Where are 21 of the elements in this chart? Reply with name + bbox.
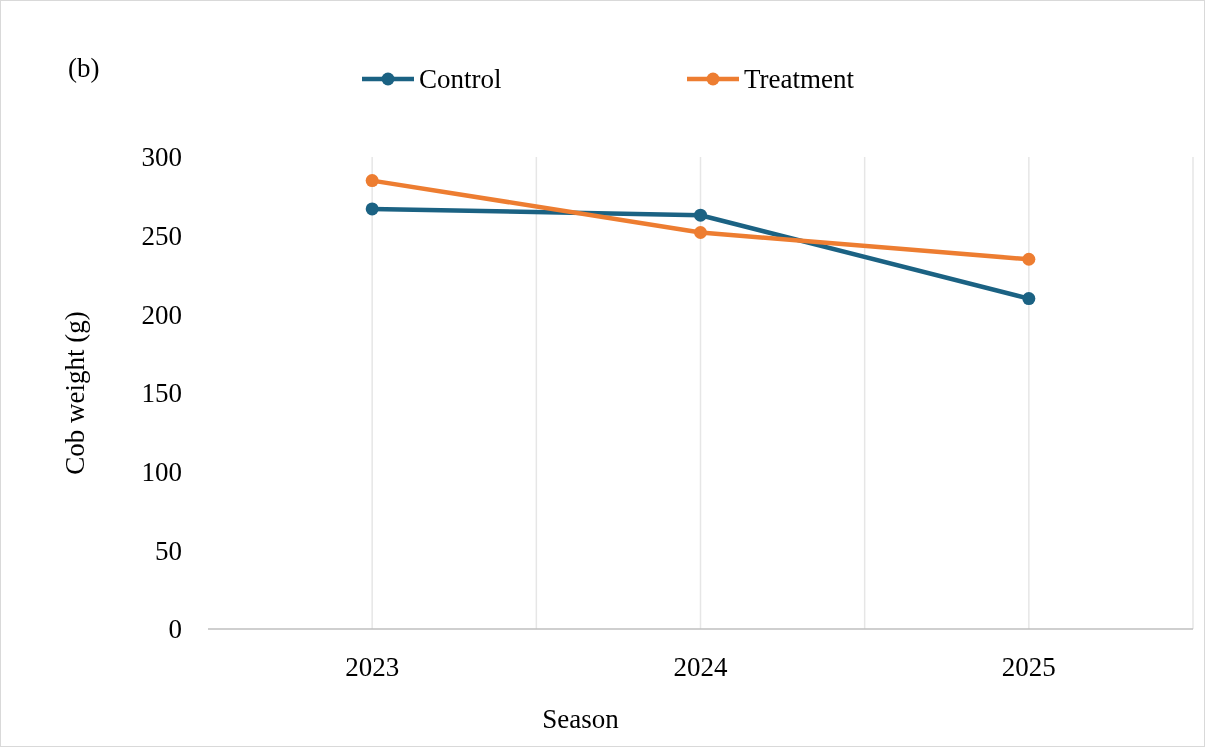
y-tick-label: 250 <box>141 221 182 252</box>
y-tick-label: 100 <box>141 457 182 488</box>
point <box>365 202 379 216</box>
point <box>365 174 379 188</box>
chart-title: (b) <box>68 53 100 83</box>
point <box>1022 292 1036 306</box>
y-tick-label: 0 <box>168 614 182 645</box>
y-axis-title: Cob weight (g) <box>60 311 90 475</box>
legend-label: Treatment <box>744 64 855 95</box>
point <box>1022 252 1036 266</box>
x-tick-label: 2024 <box>673 652 728 682</box>
legend-label: Control <box>419 64 502 95</box>
point <box>694 208 707 222</box>
y-tick-label: 200 <box>141 299 182 330</box>
x-tick-label: 2023 <box>345 652 400 682</box>
y-tick-label: 150 <box>141 378 182 409</box>
y-tick-label: 300 <box>141 142 182 173</box>
point <box>694 226 707 240</box>
x-tick-label: 2025 <box>1001 652 1056 682</box>
x-axis-title: Season <box>542 704 620 734</box>
y-tick-label: 50 <box>155 535 182 566</box>
